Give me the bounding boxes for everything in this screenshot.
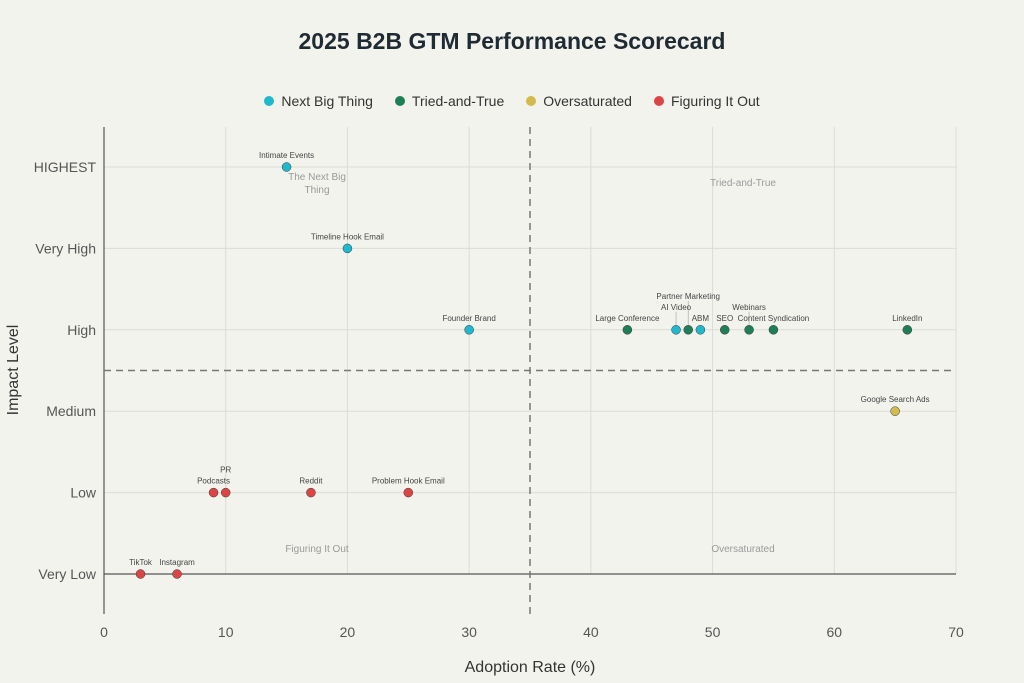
x-tick-label: 50 (705, 624, 721, 640)
y-tick-label: Medium (46, 403, 96, 419)
quadrant-label-bottom-left: Figuring It Out (285, 544, 349, 555)
data-point (281, 162, 292, 172)
data-point (135, 569, 146, 579)
legend-marker (526, 96, 537, 106)
y-tick-label: Very High (35, 240, 96, 256)
data-point (403, 487, 414, 498)
data-label: Problem Hook Email (372, 477, 445, 486)
y-tick-label: Low (70, 485, 97, 501)
data-point (890, 406, 900, 416)
data-point (671, 325, 681, 335)
chart-title: 2025 B2B GTM Performance Scorecard (298, 28, 726, 54)
legend-label: Figuring It Out (670, 93, 760, 109)
data-label: Instagram (159, 558, 195, 567)
data-label: Founder Brand (442, 314, 495, 323)
legend-label: Oversaturated (543, 93, 632, 109)
data-point (220, 487, 231, 498)
legend-marker (394, 96, 405, 106)
quadrant-label-top-left: The Next Big Thing (288, 172, 346, 196)
quadrant-label-bottom-right: Oversaturated (711, 544, 774, 555)
legend-marker (264, 96, 275, 106)
data-label: PR (220, 466, 231, 475)
legend-item[interactable]: Figuring It Out (653, 93, 760, 109)
x-tick-label: 0 (100, 624, 108, 640)
data-label: Webinars (732, 303, 766, 312)
data-label: Podcasts (197, 477, 230, 486)
x-tick-label: 60 (826, 624, 842, 640)
x-axis-title: Adoption Rate (%) (465, 659, 596, 676)
legend-item[interactable]: Tried-and-True (394, 93, 505, 109)
data-point (695, 325, 706, 335)
data-point (719, 325, 730, 335)
data-point (768, 325, 779, 335)
y-tick-label: Very Low (38, 566, 96, 582)
legend-marker (653, 96, 664, 106)
y-tick-label: HIGHEST (34, 159, 97, 175)
legend-item[interactable]: Next Big Thing (264, 93, 373, 109)
data-point (208, 487, 219, 498)
data-point (464, 325, 474, 335)
data-label: Partner Marketing (656, 292, 720, 301)
quadrant-label-top-right: Tried-and-True (710, 178, 776, 189)
y-axis-title: Impact Level (5, 325, 22, 416)
x-tick-label: 40 (583, 624, 599, 640)
data-label: Timeline Hook Email (311, 232, 384, 241)
legend: Next Big Thing Tried-and-True Oversaturate… (0, 93, 1024, 109)
data-label: Content Syndication (738, 314, 810, 323)
y-tick-label: High (67, 322, 96, 338)
data-point (744, 325, 754, 335)
data-label: Large Conference (595, 314, 660, 323)
data-label: SEO (716, 314, 733, 323)
x-tick-label: 30 (461, 624, 477, 640)
data-point (683, 325, 693, 335)
legend-item[interactable]: Oversaturated (526, 93, 632, 109)
data-label: Reddit (299, 477, 323, 486)
data-label: LinkedIn (892, 314, 922, 323)
data-label: Google Search Ads (861, 395, 930, 404)
data-label: Intimate Events (259, 151, 314, 160)
legend-label: Tried-and-True (411, 93, 505, 109)
data-label: TikTok (129, 558, 153, 567)
x-tick-label: 20 (340, 624, 356, 640)
data-point (622, 325, 633, 335)
data-point (342, 243, 353, 254)
data-point (306, 487, 316, 498)
data-point (172, 569, 182, 579)
data-label: ABM (692, 314, 710, 323)
x-tick-label: 10 (218, 624, 234, 640)
data-label: AI Video (661, 303, 692, 312)
legend-label: Next Big Thing (281, 93, 373, 109)
x-tick-label: 70 (948, 624, 964, 640)
data-point (902, 325, 913, 335)
